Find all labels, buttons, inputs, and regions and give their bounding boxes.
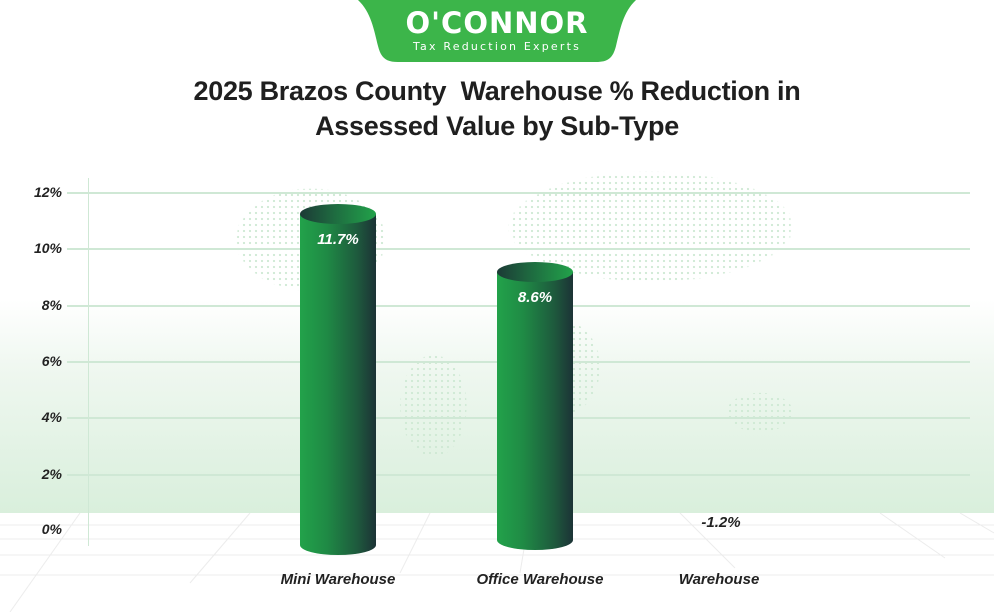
y-tick-label: 12% <box>33 184 62 200</box>
x-axis-label: Warehouse <box>678 571 760 588</box>
bar-value-label-negative: -1.2% <box>701 514 741 531</box>
bar-mini-warehouse <box>300 204 376 556</box>
y-tick-label: 6% <box>41 353 62 369</box>
y-tick-label: 10% <box>33 240 62 256</box>
y-tick-label: 0% <box>41 521 62 537</box>
oconnor-logo: O'CONNOR Tax Reduction Experts <box>358 0 636 62</box>
cylinder-body <box>497 272 573 540</box>
y-tick-label: 4% <box>41 409 62 425</box>
chart-title-line-2: Assessed Value by Sub-Type <box>315 111 679 141</box>
bar-value-label: 8.6% <box>517 289 553 306</box>
x-axis-label: Mini Warehouse <box>280 571 396 588</box>
cylinder-top <box>300 204 376 224</box>
gridline-12 <box>67 192 970 194</box>
chart-title-line-1: 2025 Brazos County Warehouse % Reduction… <box>193 76 801 106</box>
logo-wordmark: O'CONNOR <box>405 6 589 40</box>
cylinder-top <box>497 262 573 282</box>
x-axis-label: Office Warehouse <box>476 571 604 588</box>
gridline-10 <box>67 248 970 250</box>
bar-value-label: 11.7% <box>317 231 359 248</box>
logo-tagline: Tax Reduction Experts <box>412 40 582 53</box>
cylinder-body <box>300 214 376 545</box>
y-tick-label: 8% <box>41 297 62 313</box>
bar-office-warehouse <box>497 262 573 552</box>
floor-perspective <box>0 513 994 612</box>
chart-title: 2025 Brazos County Warehouse % Reduction… <box>100 74 894 144</box>
y-tick-label: 2% <box>41 466 62 482</box>
